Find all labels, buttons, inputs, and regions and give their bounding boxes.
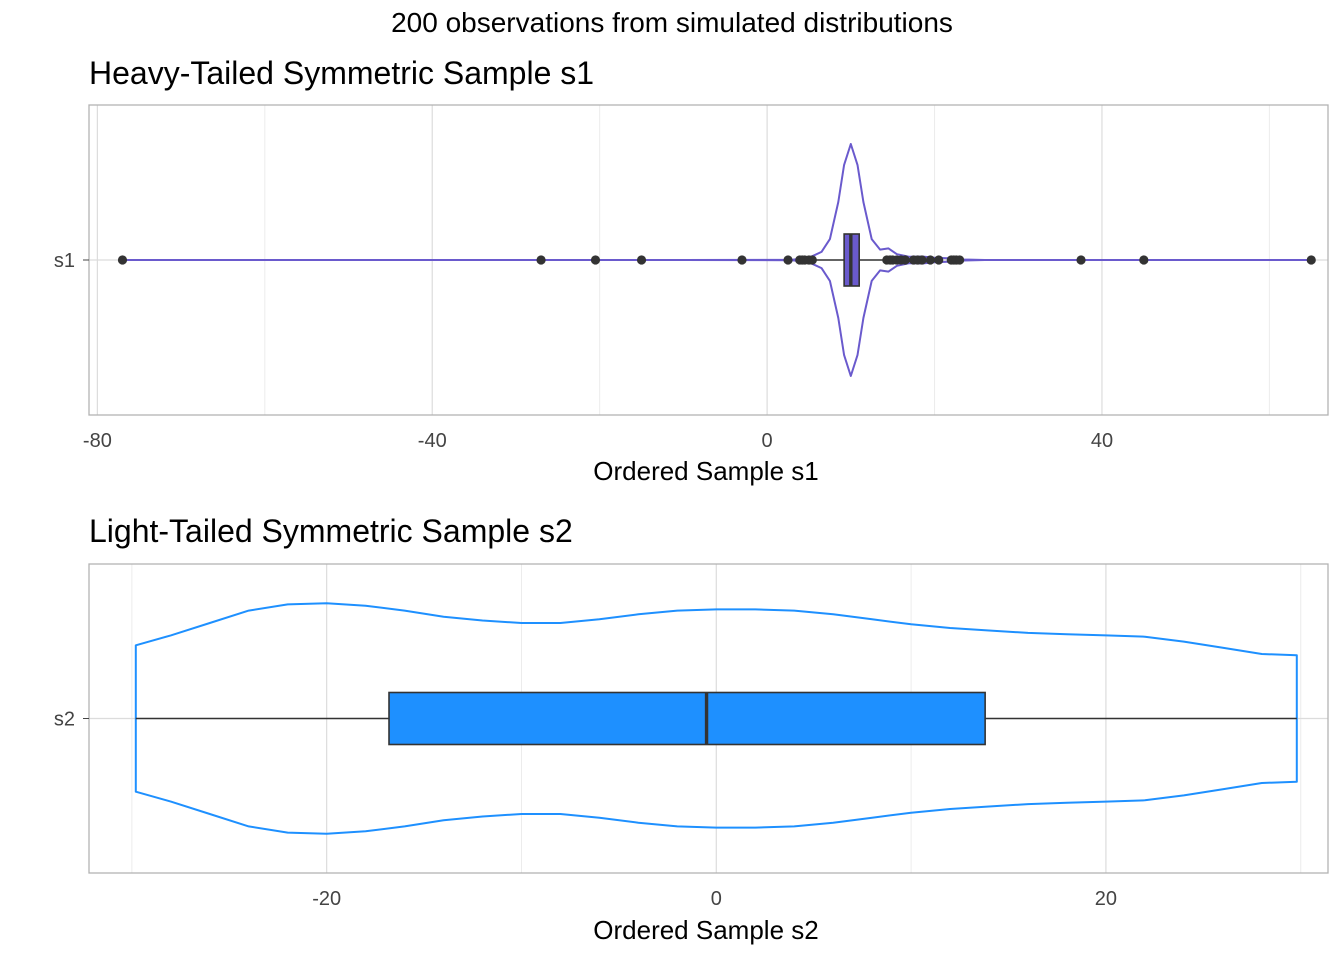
outlier-point <box>636 255 647 265</box>
panel-1-x-axis-label: Ordered Sample s1 <box>593 456 818 486</box>
x-tick-label: -80 <box>83 430 112 452</box>
panel-2-plot: -20 0 20 s2 <box>54 563 1329 910</box>
panel-2-title: Light-Tailed Symmetric Sample s2 <box>89 513 573 549</box>
figure-title: 200 observations from simulated distribu… <box>391 7 953 38</box>
x-tick-label: 0 <box>762 430 773 452</box>
x-tick-label: -40 <box>418 430 447 452</box>
violin-outline <box>134 602 1298 835</box>
outlier-point <box>955 255 965 265</box>
y-tick-label: s1 <box>54 250 75 272</box>
y-tick-label: s2 <box>54 709 75 731</box>
outlier-point <box>807 255 817 265</box>
x-tick-label: 0 <box>711 888 722 910</box>
panel-1-plot: -80 -40 0 40 s1 <box>54 104 1329 452</box>
outlier-point <box>536 255 546 265</box>
outlier-point <box>737 255 747 265</box>
outlier-point <box>1076 255 1086 265</box>
outlier-point <box>117 255 128 265</box>
panel-2-x-axis-label: Ordered Sample s2 <box>593 915 818 945</box>
box <box>388 691 986 746</box>
x-tick-label: -20 <box>312 888 341 910</box>
violin-outline <box>121 143 1313 377</box>
panel-1-title: Heavy-Tailed Symmetric Sample s1 <box>89 55 594 91</box>
outlier-point <box>934 255 944 265</box>
outlier-point <box>590 255 601 265</box>
outlier-point <box>1306 255 1316 265</box>
x-tick-label: 20 <box>1095 888 1117 910</box>
outlier-point <box>917 255 927 265</box>
outlier-point <box>1139 255 1149 265</box>
outlier-point <box>783 255 793 265</box>
outlier-point <box>900 255 910 265</box>
x-tick-label: 40 <box>1091 430 1113 452</box>
outlier-point <box>925 255 935 265</box>
